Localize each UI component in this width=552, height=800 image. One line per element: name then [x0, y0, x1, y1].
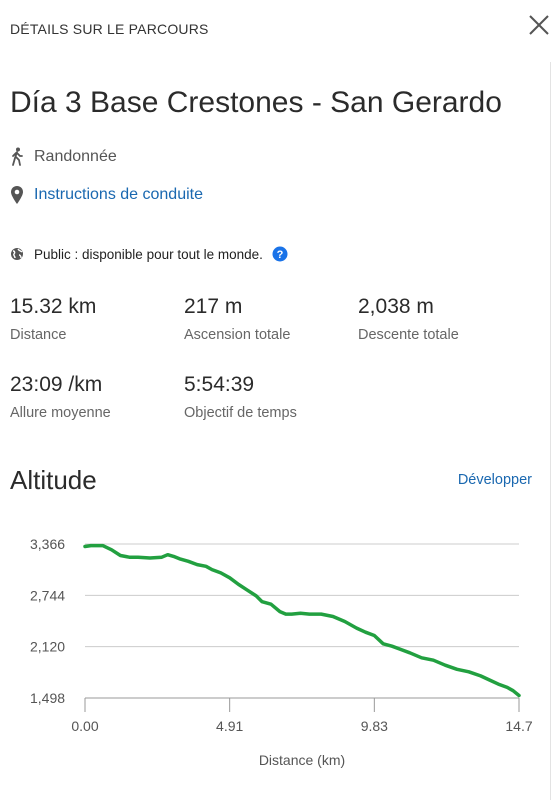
- stat-distance: 15.32 km Distance: [10, 295, 96, 343]
- stat-elevation-gain: 217 m Ascension totale: [184, 295, 290, 343]
- close-button[interactable]: [526, 12, 552, 38]
- y-tick-label: 2,120: [30, 639, 65, 655]
- stat-label: Allure moyenne: [10, 405, 111, 421]
- stat-label: Distance: [10, 327, 67, 343]
- stat-label: Objectif de temps: [184, 405, 297, 421]
- help-icon[interactable]: ?: [272, 246, 288, 262]
- privacy-text: Public : disponible pour tout le monde.: [34, 246, 263, 262]
- x-tick-label: 14.7: [505, 718, 532, 734]
- stat-label: Ascension totale: [184, 327, 291, 343]
- close-icon: [529, 15, 549, 35]
- activity-label: Randonnée: [34, 148, 117, 165]
- expand-chart-link[interactable]: Développer: [457, 472, 532, 488]
- stat-label: Descente totale: [358, 327, 459, 343]
- hiking-icon: [10, 147, 26, 167]
- x-tick-label: 4.91: [216, 718, 243, 734]
- stat-time-goal: 5:54:39 Objectif de temps: [184, 373, 297, 421]
- altitude-line: [83, 543, 521, 698]
- stat-average-pace: 23:09 /km Allure moyenne: [10, 373, 111, 421]
- svg-text:?: ?: [277, 249, 284, 261]
- altitude-section-title: Altitude: [10, 465, 97, 495]
- x-axis-label: Distance (km): [259, 752, 345, 768]
- stat-elevation-loss: 2,038 m Descente totale: [358, 295, 459, 343]
- panel-divider: [550, 62, 551, 800]
- panel-header-title: DÉTAILS SUR LE PARCOURS: [10, 21, 209, 37]
- directions-row[interactable]: Instructions de conduite: [10, 184, 203, 206]
- stat-value: 15.32 km: [10, 295, 97, 318]
- stat-value: 5:54:39: [184, 373, 255, 396]
- altitude-chart: 3,366 2,744 2,120 1,498 0.00 4.91 9.83 14.7 Dist…: [30, 536, 533, 768]
- globe-icon: [10, 247, 24, 261]
- y-tick-label: 1,498: [30, 690, 65, 706]
- x-tick-label: 0.00: [71, 718, 98, 734]
- stat-value: 2,038 m: [358, 295, 434, 318]
- x-tick-label: 9.83: [361, 718, 388, 734]
- y-tick-label: 3,366: [30, 536, 65, 552]
- y-tick-label: 2,744: [30, 587, 65, 603]
- map-pin-icon: [10, 185, 24, 205]
- privacy-status: Public : disponible pour tout le monde. …: [10, 244, 288, 264]
- route-title: Día 3 Base Crestones - San Gerardo: [10, 86, 502, 119]
- activity-type: Randonnée: [10, 146, 117, 168]
- stat-value: 217 m: [184, 295, 243, 318]
- stat-value: 23:09 /km: [10, 373, 103, 396]
- driving-directions-link[interactable]: Instructions de conduite: [34, 186, 203, 203]
